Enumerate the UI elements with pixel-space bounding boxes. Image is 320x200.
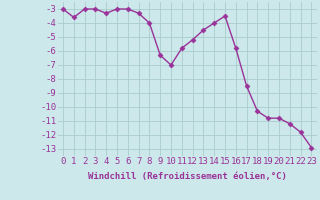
X-axis label: Windchill (Refroidissement éolien,°C): Windchill (Refroidissement éolien,°C) (88, 172, 287, 181)
